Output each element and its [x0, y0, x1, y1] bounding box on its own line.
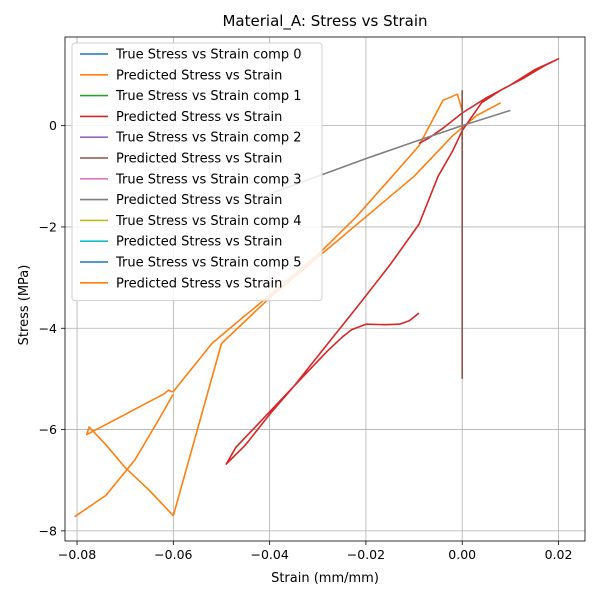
legend-label: True Stress vs Strain comp 4 [115, 214, 302, 229]
legend-label: True Stress vs Strain comp 3 [115, 172, 302, 187]
axes-frame [64, 36, 586, 542]
x-tick-label: −0.06 [154, 547, 192, 562]
x-tick-label: 0.00 [448, 547, 476, 562]
legend-label: Predicted Stress vs Strain [116, 68, 282, 83]
x-axis-label: Strain (mm/mm) [271, 571, 379, 586]
series-line-1-segment [74, 393, 174, 518]
chart-title: Material_A: Stress vs Strain [222, 12, 427, 31]
legend-box [71, 42, 323, 302]
x-tick-label: −0.08 [58, 547, 96, 562]
x-tick-label: −0.02 [347, 547, 385, 562]
legend-label: True Stress vs Strain comp 5 [115, 256, 302, 271]
series-line-1 [85, 93, 502, 517]
plot-area: −0.08 −0.06 −0.04 −0.02 0.00 0.02 −8 −6 −4 −2 0 [39, 36, 586, 562]
series-line-3 [225, 57, 560, 465]
y-tick-label: −4 [39, 321, 57, 336]
legend-label: Predicted Stress vs Strain [116, 110, 282, 125]
legend-label: True Stress vs Strain comp 0 [115, 48, 302, 63]
legend-label: Predicted Stress vs Strain [116, 152, 282, 167]
legend: True Stress vs Strain comp 0 Predicted St… [71, 42, 323, 302]
y-axis-label: Stress (MPa) [17, 265, 32, 346]
legend-label: True Stress vs Strain comp 2 [115, 131, 302, 146]
y-tick-label: −6 [39, 422, 57, 437]
y-tick-label: −2 [39, 219, 57, 234]
legend-label: Predicted Stress vs Strain [116, 276, 282, 291]
y-tick-label: 0 [49, 118, 57, 133]
x-tick-label: −0.04 [250, 547, 288, 562]
legend-label: Predicted Stress vs Strain [116, 235, 282, 250]
y-tick-label: −8 [39, 523, 57, 538]
x-tick-label: 0.02 [545, 547, 573, 562]
legend-label: Predicted Stress vs Strain [116, 193, 282, 208]
legend-label: True Stress vs Strain comp 1 [115, 89, 302, 104]
